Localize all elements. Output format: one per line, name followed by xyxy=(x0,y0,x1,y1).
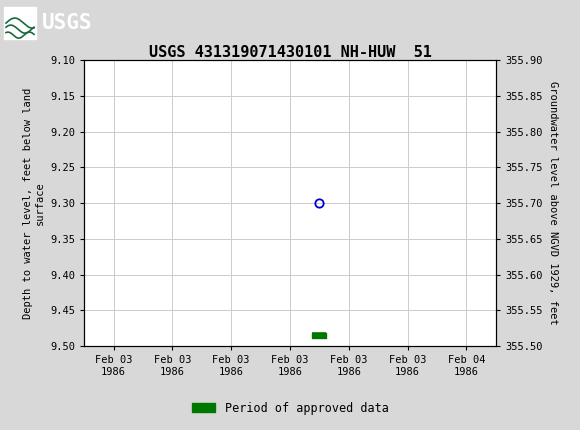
Y-axis label: Groundwater level above NGVD 1929, feet: Groundwater level above NGVD 1929, feet xyxy=(548,81,558,325)
Text: USGS 431319071430101 NH-HUW  51: USGS 431319071430101 NH-HUW 51 xyxy=(148,45,432,60)
Bar xyxy=(4,7,36,39)
Legend: Period of approved data: Period of approved data xyxy=(187,397,393,420)
Y-axis label: Depth to water level, feet below land
surface: Depth to water level, feet below land su… xyxy=(23,88,45,319)
Text: USGS: USGS xyxy=(42,13,92,33)
